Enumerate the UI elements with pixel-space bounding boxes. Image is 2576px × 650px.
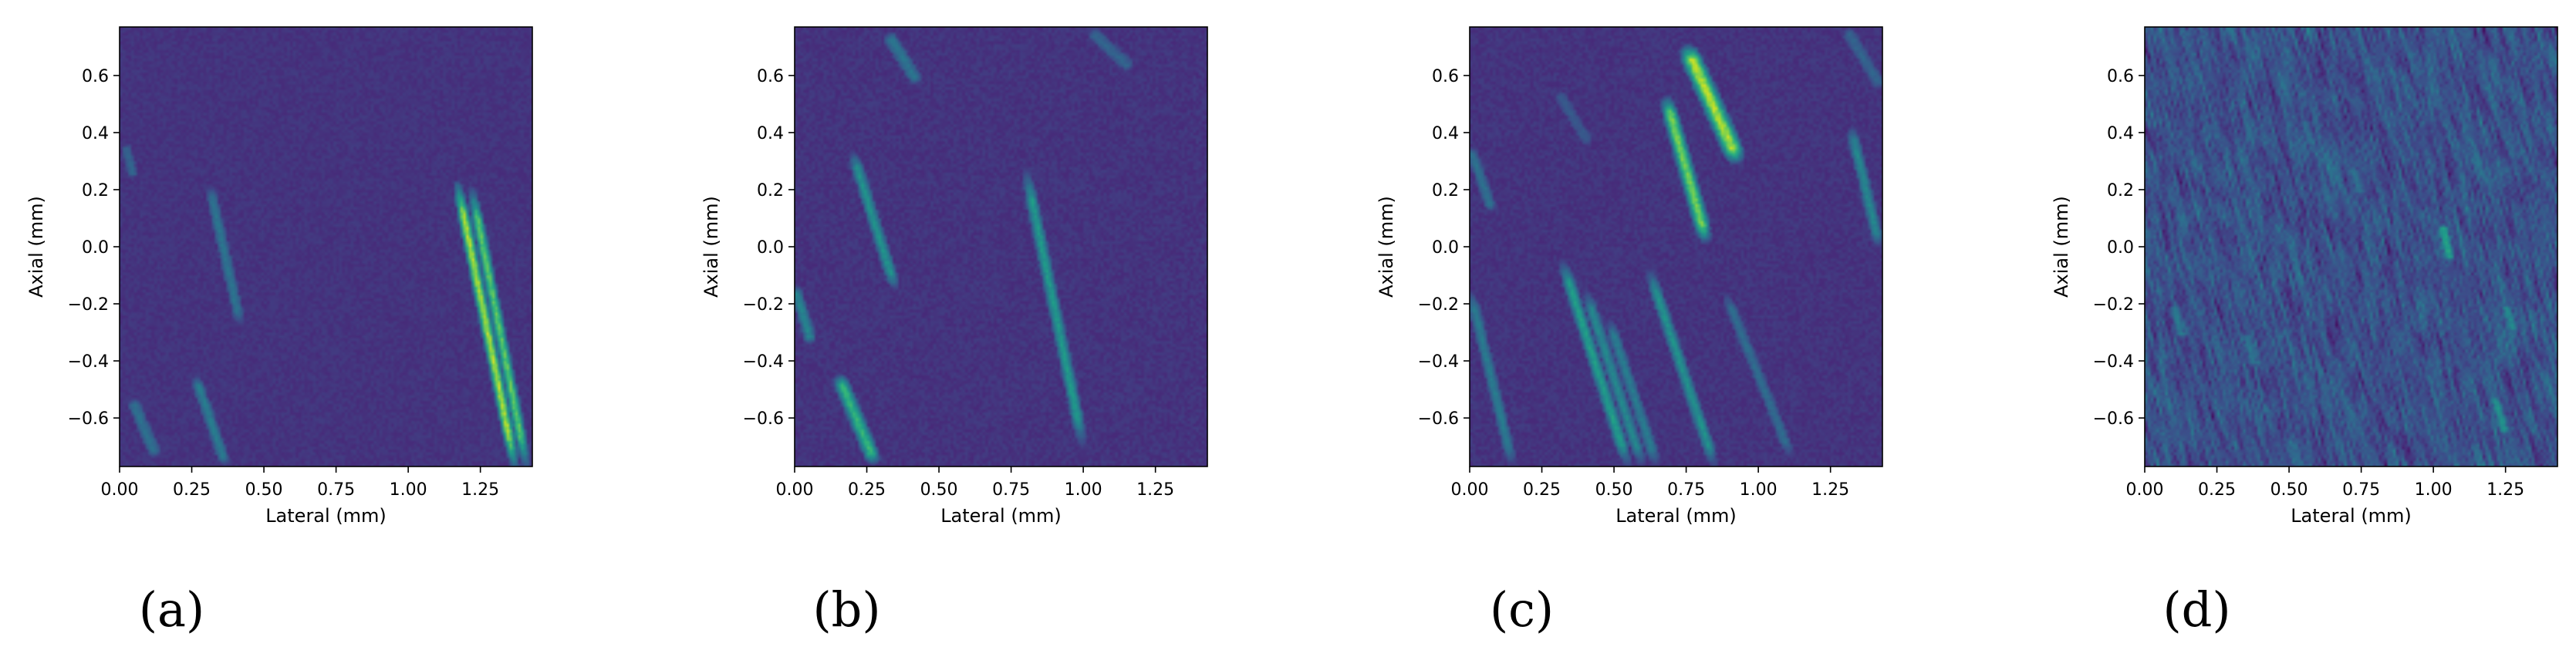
y-tick-label: 0.2 <box>757 181 784 200</box>
x-tick-label: 0.75 <box>992 480 1030 500</box>
y-tick-label: 0.6 <box>757 67 784 86</box>
y-tick-label: −0.6 <box>1418 409 1459 429</box>
panel-label: (c) <box>1490 581 1554 638</box>
x-tick-label: 0.50 <box>920 480 958 500</box>
x-tick-label: 1.00 <box>390 480 427 500</box>
x-tick-label: 0.25 <box>173 480 211 500</box>
y-tick-label: −0.4 <box>68 352 109 372</box>
y-tick-label: −0.2 <box>1418 295 1459 315</box>
y-axis-label: Axial (mm) <box>25 196 47 298</box>
x-tick-label: 0.50 <box>245 480 283 500</box>
y-tick-label: −0.2 <box>743 295 784 315</box>
y-tick-label: −0.2 <box>68 295 109 315</box>
y-tick-label: −0.4 <box>1418 352 1459 372</box>
y-axis-label: Axial (mm) <box>701 196 722 298</box>
x-axis-label: Lateral (mm) <box>940 505 1062 527</box>
y-tick-label: 0.6 <box>2107 67 2134 86</box>
y-tick-label: −0.6 <box>743 409 784 429</box>
x-tick-label: 1.25 <box>461 480 499 500</box>
panel-d: 0.00 0.25 0.50 0.75 1.00 1.25 0.6 0.4 0.2 0.0 −0.2… <box>2051 26 2558 638</box>
heatmap-image <box>1470 27 1882 466</box>
x-tick-label: 1.25 <box>1811 480 1849 500</box>
y-tick-label: 0.4 <box>82 124 109 143</box>
x-tick-label: 1.00 <box>2415 480 2453 500</box>
x-tick-label: 0.00 <box>2126 480 2164 500</box>
heatmap-image <box>2145 27 2557 466</box>
y-axis-label: Axial (mm) <box>1376 196 1397 298</box>
y-tick-label: 0.0 <box>757 238 784 258</box>
panel-b: 0.00 0.25 0.50 0.75 1.00 1.25 0.6 0.4 0.2 0.0 −0.2… <box>701 26 1208 638</box>
x-tick-label: 1.25 <box>1136 480 1174 500</box>
x-axis-label: Lateral (mm) <box>1615 505 1737 527</box>
y-tick-label: 0.2 <box>1432 181 1459 200</box>
y-axis-label: Axial (mm) <box>2051 196 2072 298</box>
panel-c: 0.00 0.25 0.50 0.75 1.00 1.25 0.6 0.4 0.2 0.0 −0.2… <box>1376 26 1883 638</box>
y-tick-label: 0.6 <box>82 67 109 86</box>
y-tick-label: −0.2 <box>2093 295 2134 315</box>
x-tick-label: 0.75 <box>317 480 355 500</box>
x-tick-label: 1.00 <box>1065 480 1102 500</box>
y-tick-label: 0.2 <box>82 181 109 200</box>
x-tick-label: 0.25 <box>2198 480 2236 500</box>
panel-label: (b) <box>812 581 880 638</box>
heatmap-image <box>120 27 532 466</box>
x-tick-label: 0.25 <box>1523 480 1561 500</box>
heatmap-image <box>795 27 1207 466</box>
x-tick-label: 0.75 <box>2342 480 2380 500</box>
x-tick-label: 0.25 <box>848 480 886 500</box>
x-tick-label: 1.25 <box>2487 480 2524 500</box>
panel-label: (a) <box>139 581 204 638</box>
panel-label: (d) <box>2162 581 2230 638</box>
x-axis-label: Lateral (mm) <box>2291 505 2412 527</box>
y-tick-label: 0.0 <box>1432 238 1459 258</box>
y-tick-label: −0.4 <box>2093 352 2134 372</box>
y-tick-label: −0.6 <box>2093 409 2134 429</box>
panel-a: 0.00 0.25 0.50 0.75 1.00 1.25 0.6 0.4 0.2 0.0 −0.2… <box>25 26 533 638</box>
y-tick-label: 0.0 <box>82 238 109 258</box>
y-tick-label: 0.0 <box>2107 238 2134 258</box>
y-tick-label: 0.4 <box>757 124 784 143</box>
x-axis-label: Lateral (mm) <box>265 505 387 527</box>
x-tick-label: 0.00 <box>1451 480 1489 500</box>
y-tick-label: 0.4 <box>2107 124 2134 143</box>
x-tick-label: 0.00 <box>776 480 814 500</box>
y-tick-label: −0.4 <box>743 352 784 372</box>
x-tick-label: 0.50 <box>2270 480 2308 500</box>
y-tick-label: 0.6 <box>1432 67 1459 86</box>
x-tick-label: 1.00 <box>1740 480 1778 500</box>
x-tick-label: 0.75 <box>1667 480 1705 500</box>
y-tick-label: 0.2 <box>2107 181 2134 200</box>
y-tick-label: 0.4 <box>1432 124 1459 143</box>
x-tick-label: 0.50 <box>1595 480 1633 500</box>
x-tick-label: 0.00 <box>101 480 139 500</box>
y-tick-label: −0.6 <box>68 409 109 429</box>
